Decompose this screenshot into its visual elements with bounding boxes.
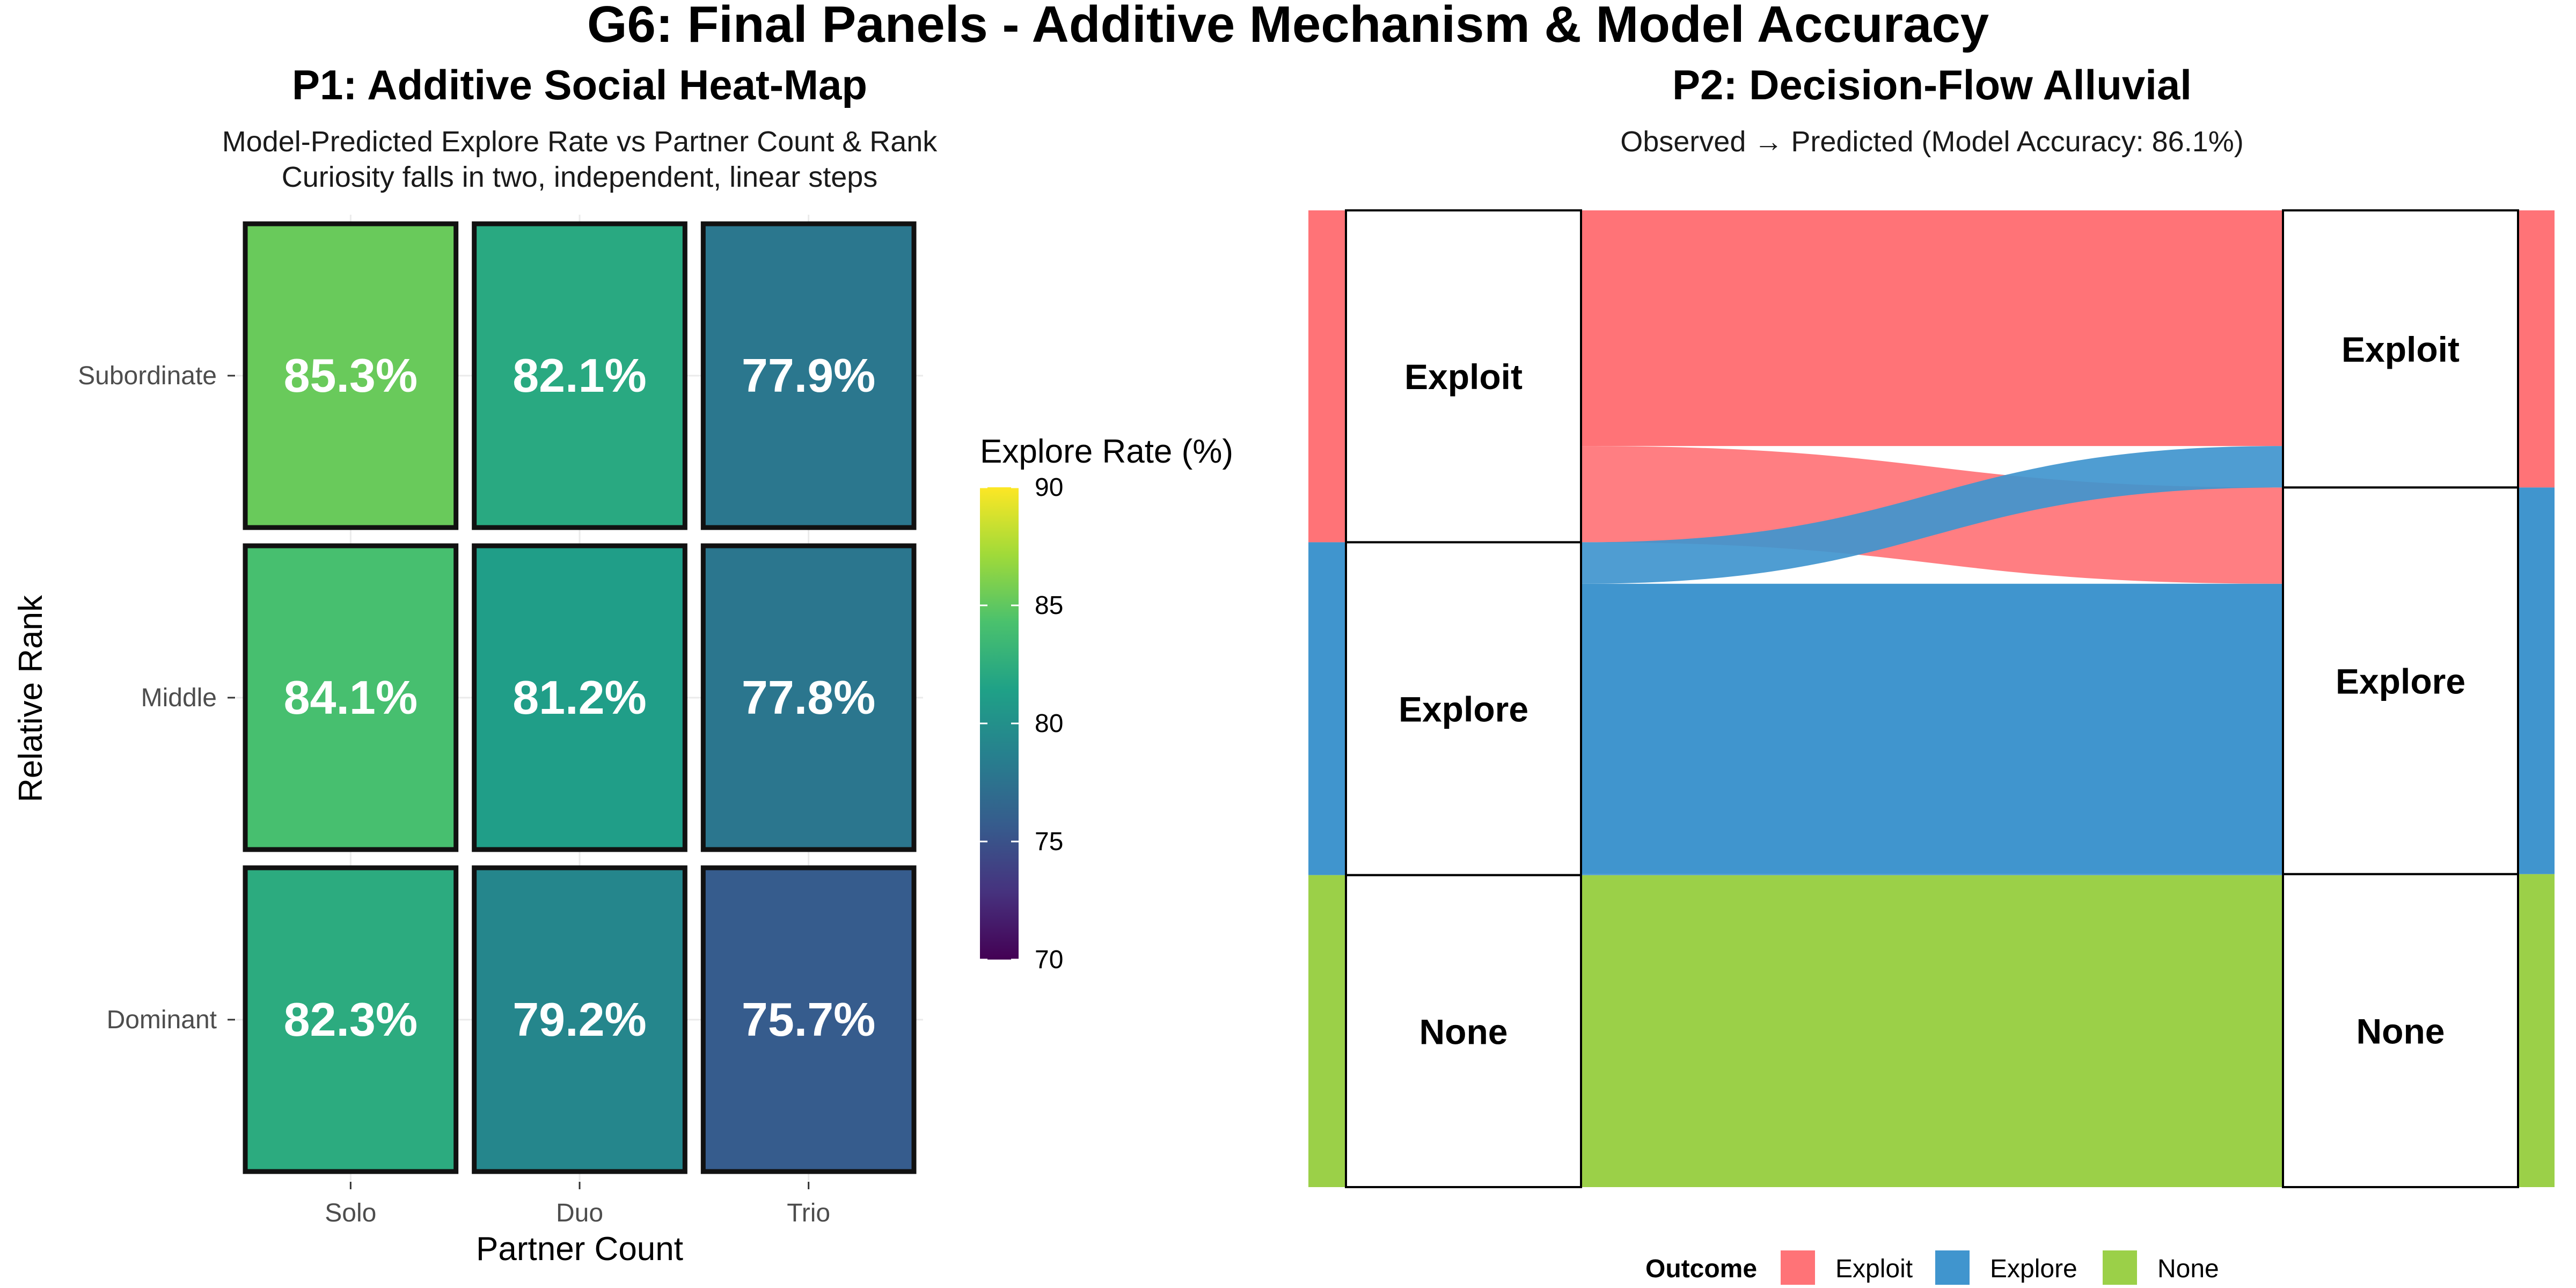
colorbar-tick-label: 80 <box>1035 709 1063 738</box>
heatmap-cell <box>700 543 917 852</box>
heatmap-cells: 85.3% 82.1% 77.9% 84.1% 81.2% 77.8% 82.3% 79.2%… <box>243 221 917 1174</box>
heatmap-cell-label: 81.2% <box>513 671 647 724</box>
heatmap-subtitle-line-2: Curiosity falls in two, independent, lin… <box>282 161 878 193</box>
alluvial-flow <box>1581 210 2283 447</box>
heatmap-y-tick-label: Subordinate <box>78 362 217 390</box>
alluvial-flow <box>1581 446 2283 584</box>
heatmap-cell <box>472 865 687 1174</box>
colorbar-tick-label: 70 <box>1035 946 1063 974</box>
alluvial-left-edge-bar <box>1308 542 1346 875</box>
alluvial-right-stratum-label: Exploit <box>2341 330 2460 369</box>
heatmap-x-tick-label: Duo <box>556 1199 603 1227</box>
alluvial-left-edge-bar <box>1308 875 1346 1187</box>
alluvial-left-edge-bar <box>1308 210 1346 543</box>
heatmap-cell <box>243 865 459 1174</box>
alluvial-right-stratum <box>2282 873 2519 1188</box>
heatmap-cell <box>700 865 917 1174</box>
heatmap-x-ticks: Solo Duo Trio <box>325 1182 830 1227</box>
heatmap-cell <box>472 543 687 852</box>
legend-swatch-none <box>2103 1250 2137 1285</box>
alluvial-title: P2: Decision-Flow Alluvial <box>1672 61 2192 108</box>
alluvial-right-stratum-label: None <box>2357 1011 2445 1051</box>
alluvial-left-stratum <box>1345 874 1582 1188</box>
figure-title: G6: Final Panels - Additive Mechanism & … <box>587 0 1989 53</box>
heatmap-ylabel: Relative Rank <box>12 595 49 802</box>
legend-title: Outcome <box>1645 1255 1757 1283</box>
heatmap-cell-label: 84.1% <box>284 671 418 724</box>
colorbar-title: Explore Rate (%) <box>980 433 1233 470</box>
alluvial-right-edge-bar <box>2518 210 2555 488</box>
heatmap-x-tick-label: Solo <box>325 1199 376 1227</box>
alluvial-edge-bars <box>1308 210 2555 1187</box>
alluvial-right-edge-bar <box>2518 874 2555 1187</box>
heatmap-cell <box>472 221 687 530</box>
alluvial-flow <box>1581 874 2283 875</box>
legend-swatch-exploit <box>1781 1250 1815 1285</box>
alluvial-right-edge-bar <box>2518 487 2555 874</box>
legend-label-explore: Explore <box>1990 1255 2077 1283</box>
colorbar-ticks: 70 75 80 85 90 <box>980 473 1063 974</box>
colorbar-tick-label: 85 <box>1035 591 1063 620</box>
heatmap-y-tick-label: Middle <box>141 684 217 712</box>
colorbar-tick-label: 75 <box>1035 828 1063 856</box>
alluvial-strata: Exploit Explore None Exploit Explore None <box>1345 209 2519 1188</box>
heatmap-subtitle-line-1: Model-Predicted Explore Rate vs Partner … <box>222 126 938 158</box>
legend: Exploit Explore None <box>1781 1250 2219 1285</box>
alluvial-right-stratum <box>2282 209 2519 489</box>
alluvial-flow <box>1581 875 2283 1187</box>
legend-swatch-explore <box>1935 1250 1970 1285</box>
alluvial-right-stratum-label: Explore <box>2336 662 2465 701</box>
alluvial-flow <box>1581 583 2283 874</box>
heatmap-x-tick-label: Trio <box>787 1199 830 1227</box>
alluvial-left-stratum-label: Exploit <box>1404 357 1523 397</box>
heatmap-cell <box>700 221 917 530</box>
heatmap-cell <box>243 221 459 530</box>
heatmap-y-ticks: Subordinate Middle Dominant <box>78 362 235 1034</box>
heatmap-title: P1: Additive Social Heat-Map <box>292 61 867 108</box>
alluvial-subtitle: Observed → Predicted (Model Accuracy: 86… <box>1620 126 2244 158</box>
heatmap-cell-label: 77.9% <box>742 349 876 402</box>
colorbar-tick-label: 90 <box>1035 473 1063 502</box>
alluvial-flows <box>1581 210 2283 1187</box>
heatmap-cell-label: 79.2% <box>513 993 647 1046</box>
heatmap-cell-label: 75.7% <box>742 993 876 1046</box>
legend-label-none: None <box>2157 1255 2219 1283</box>
heatmap-y-tick-label: Dominant <box>107 1006 217 1034</box>
legend-label-exploit: Exploit <box>1835 1255 1913 1283</box>
heatmap-xlabel: Partner Count <box>476 1231 683 1268</box>
heatmap-cell-label: 85.3% <box>284 349 418 402</box>
heatmap-cell-label: 82.3% <box>284 993 418 1046</box>
alluvial-left-stratum <box>1345 541 1582 876</box>
alluvial-left-stratum-label: None <box>1419 1012 1508 1051</box>
alluvial-left-stratum-label: Explore <box>1399 690 1528 729</box>
heatmap-cell-label: 82.1% <box>513 349 647 402</box>
heatmap-cell <box>243 543 459 852</box>
heatmap-cell-label: 77.8% <box>742 671 876 724</box>
